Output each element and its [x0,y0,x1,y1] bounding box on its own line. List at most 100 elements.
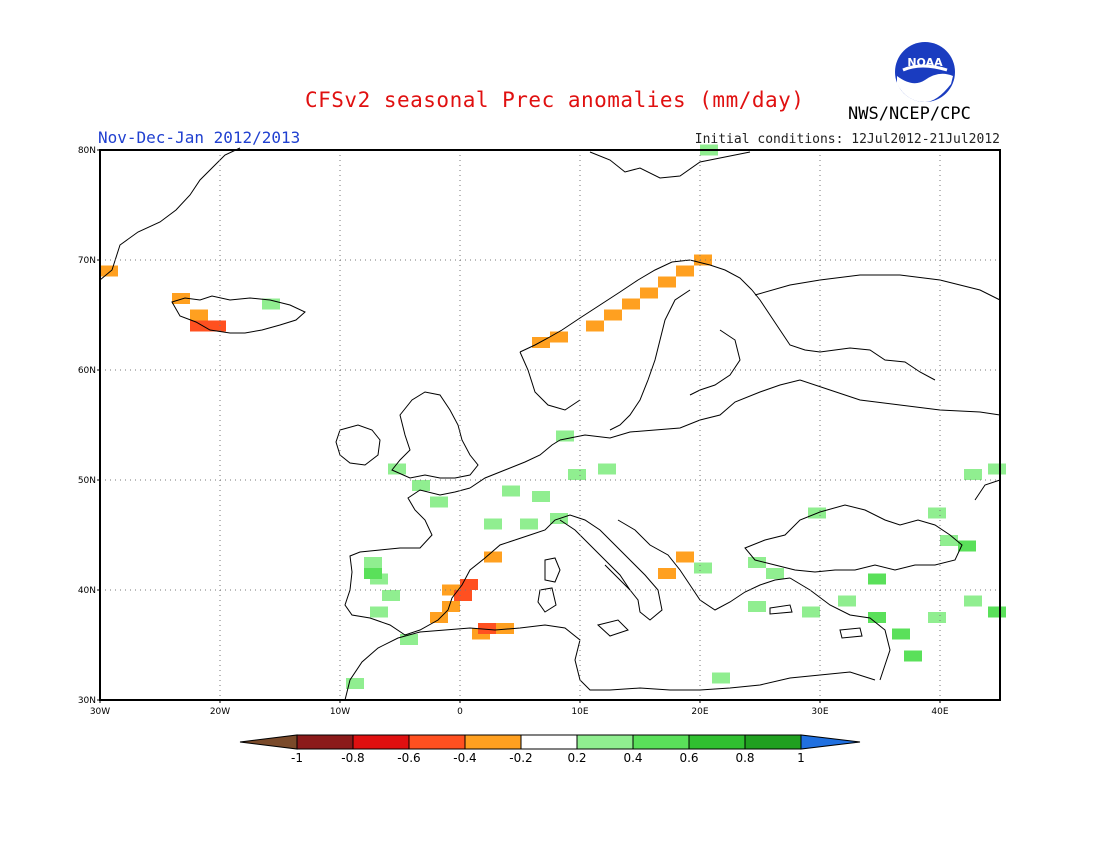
lon-tick-label: 20W [210,707,230,717]
season-label: Nov-Dec-Jan 2012/2013 [98,128,301,147]
anomaly-cell [430,612,448,623]
anomaly-cell [712,672,730,684]
anomaly-cell [658,276,676,288]
anomaly-cell [658,568,676,579]
lat-tick-label: 60N [78,366,96,376]
agency-label: NWS/NCEP/CPC [848,104,971,124]
anomaly-cell [964,469,982,480]
anomaly-cell [868,612,886,623]
legend-swatch [520,734,578,750]
lat-tick-label: 80N [78,146,96,156]
legend-low-arrow [239,734,298,750]
anomaly-cell [928,507,946,519]
anomaly-cell [412,480,430,491]
legend-label: 0.6 [679,751,698,765]
lat-tick-label: 50N [78,476,96,486]
lat-tick-label: 30N [78,696,96,706]
anomaly-cell [364,557,382,568]
anomaly-cell [838,595,856,607]
anomaly-cell [502,485,520,497]
anomaly-cell [484,518,502,530]
lon-tick-label: 0 [457,707,463,717]
legend-swatch [744,734,802,750]
anomaly-cell [442,601,460,612]
anomaly-cell [988,606,1006,618]
legend-label: 1 [797,751,805,765]
anomaly-cell [640,287,658,299]
anomaly-cell [586,320,604,332]
anomaly-cell [460,579,478,590]
lon-tick-label: 30E [811,707,828,717]
anomaly-cell [802,606,820,618]
anomaly-cell [172,293,190,304]
anomaly-cell [904,650,922,662]
anomaly-cell [556,430,574,442]
anomaly-cell [550,331,568,343]
legend-swatch [688,734,746,750]
anomaly-cell [622,298,640,310]
lat-tick-label: 70N [78,256,96,266]
lat-tick-label: 40N [78,586,96,596]
legend-swatch [576,734,634,750]
anomaly-cell [400,634,418,645]
legend-label: 0.2 [567,751,586,765]
logo-text: NOAA [907,56,943,69]
anomaly-cell [604,309,622,321]
anomaly-cell [364,568,382,579]
anomaly-cell [676,265,694,277]
legend-label: -0.6 [397,751,420,765]
initial-conditions: Initial conditions: 12Jul2012-21Jul2012 [694,132,1000,147]
anomaly-cell [484,551,502,563]
anomaly-cell [346,678,364,689]
anomaly-cell [694,562,712,574]
lon-tick-label: 30W [90,707,110,717]
anomaly-cell [892,628,910,640]
anomaly-cell [748,557,766,568]
map-frame [99,149,1001,701]
anomaly-cell [382,590,400,601]
legend-swatch [408,734,466,750]
anomaly-cell [694,254,712,266]
anomaly-cell [454,590,472,601]
legend-swatch [352,734,410,750]
anomaly-cell [748,601,766,612]
legend-high-arrow [800,734,861,750]
legend-label: 0.8 [735,751,754,765]
anomaly-cell [208,320,226,332]
anomaly-cell [520,518,538,530]
legend-label: 0.4 [623,751,642,765]
anomaly-cell [568,469,586,480]
lon-tick-label: 10E [571,707,588,717]
anomaly-cell [262,298,280,310]
anomaly-cell [100,265,118,277]
lon-tick-label: 40E [931,707,948,717]
grid-lines [100,150,1000,700]
anomaly-cell [532,337,550,348]
anomaly-cell [190,309,208,321]
chart-title: CFSv2 seasonal Prec anomalies (mm/day) [305,88,805,112]
legend-label: -0.2 [509,751,532,765]
anomaly-cell [370,606,388,618]
anomaly-cell [958,540,976,552]
coastlines [99,147,1001,701]
anomaly-cell [940,535,958,546]
anomaly-cell [676,551,694,563]
legend-label: -0.8 [341,751,364,765]
anomaly-cell [532,491,550,502]
legend-label: -1 [291,751,303,765]
legend-swatch [632,734,690,750]
anomaly-cell [190,320,208,332]
anomaly-cell [928,612,946,623]
anomaly-cell [496,623,514,634]
lon-tick-label: 10W [330,707,350,717]
anomaly-cell [598,463,616,475]
legend-swatch [296,734,354,750]
anomaly-cell [478,623,496,634]
anomaly-cell [964,595,982,607]
anomaly-cell [430,496,448,508]
legend-swatch [464,734,522,750]
noaa-logo-icon: NOAA [895,42,955,102]
